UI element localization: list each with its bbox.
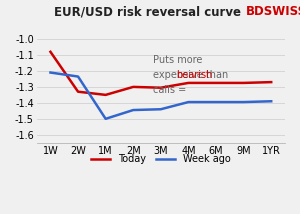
Text: EUR/USD risk reversal curve: EUR/USD risk reversal curve (54, 5, 246, 18)
Legend: Today, Week ago: Today, Week ago (87, 150, 235, 168)
Text: BDSWISS: BDSWISS (246, 5, 300, 18)
Text: Puts more
expensive than
calls =: Puts more expensive than calls = (152, 55, 228, 95)
Text: bearish: bearish (177, 70, 213, 80)
